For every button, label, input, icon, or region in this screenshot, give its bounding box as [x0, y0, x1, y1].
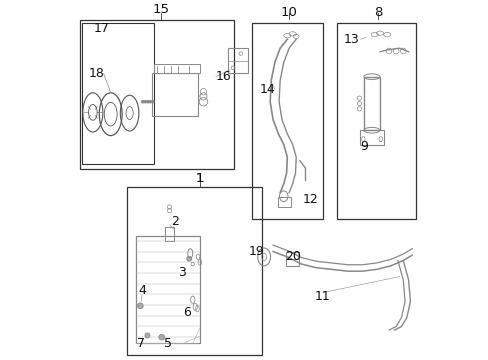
Ellipse shape	[159, 334, 164, 340]
Text: 10: 10	[280, 6, 297, 19]
Ellipse shape	[186, 256, 191, 261]
Text: 13: 13	[343, 33, 359, 46]
Text: 12: 12	[302, 193, 318, 206]
Ellipse shape	[146, 100, 149, 103]
Text: 1: 1	[195, 172, 203, 185]
Text: 9: 9	[359, 140, 367, 153]
Text: 15: 15	[152, 3, 169, 16]
Text: 1: 1	[195, 172, 203, 185]
Text: 8: 8	[373, 6, 382, 19]
Text: 16: 16	[215, 70, 230, 83]
Text: 6: 6	[183, 306, 191, 319]
Ellipse shape	[143, 100, 146, 103]
Text: 2: 2	[171, 215, 179, 228]
Ellipse shape	[141, 100, 144, 103]
Text: 20: 20	[284, 251, 300, 264]
Ellipse shape	[137, 303, 143, 309]
Text: 17: 17	[94, 22, 109, 35]
Text: 19: 19	[248, 245, 264, 258]
Text: 14: 14	[259, 83, 275, 96]
Text: 11: 11	[314, 290, 330, 303]
Text: 5: 5	[163, 337, 171, 350]
Ellipse shape	[144, 333, 150, 338]
Text: 3: 3	[178, 266, 185, 279]
Ellipse shape	[148, 100, 151, 103]
Text: 7: 7	[137, 337, 145, 350]
Text: 4: 4	[138, 284, 146, 297]
Text: 18: 18	[88, 67, 104, 80]
Ellipse shape	[151, 100, 154, 103]
